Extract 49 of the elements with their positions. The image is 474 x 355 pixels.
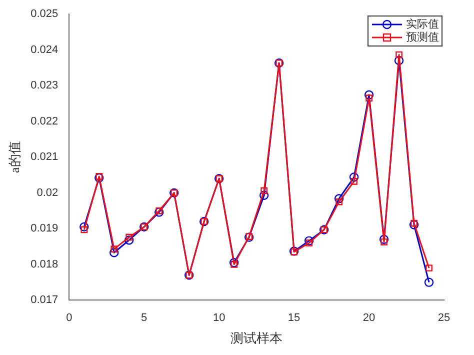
point (424, 278, 434, 287)
point (336, 198, 342, 206)
point (80, 226, 88, 234)
point (96, 172, 103, 180)
point (80, 222, 89, 232)
point (409, 220, 419, 230)
point (396, 51, 402, 58)
point (259, 190, 269, 200)
x-tick-label: 5 (141, 312, 148, 324)
point (124, 236, 134, 245)
y-tick-label: 0.021 (30, 151, 58, 164)
point (229, 258, 239, 268)
point (394, 56, 404, 66)
y-axis-title: a的值 (7, 141, 22, 173)
point (426, 264, 432, 272)
point (304, 236, 314, 246)
y-tick-label: 0.019 (30, 222, 58, 235)
point (349, 172, 359, 182)
point (350, 178, 358, 185)
x-tick-label: 20 (362, 312, 376, 324)
y-tick-label: 0.02 (36, 186, 58, 199)
point (230, 260, 238, 268)
y-tick-label: 0.023 (30, 80, 58, 92)
point (334, 194, 344, 204)
point (110, 248, 119, 258)
y-tick-label: 0.024 (30, 44, 58, 56)
point (260, 187, 268, 194)
point (156, 207, 163, 214)
point (306, 240, 312, 246)
point (410, 220, 418, 227)
legend-label: 实际值 (406, 17, 439, 30)
point (366, 94, 372, 102)
x-tick-label: 0 (66, 312, 72, 324)
y-tick-label: 0.018 (30, 258, 58, 270)
x-tick-label: 10 (212, 312, 226, 324)
point (364, 90, 374, 100)
point (379, 234, 389, 244)
point (380, 238, 388, 246)
y-tick-label: 0.017 (30, 294, 58, 306)
y-tick-label: 0.022 (30, 115, 58, 128)
x-tick-label: 25 (438, 312, 450, 324)
point (94, 173, 104, 182)
x-tick-label: 15 (288, 312, 300, 324)
point (126, 234, 133, 241)
point (110, 246, 118, 252)
legend-label: 预测值 (406, 31, 439, 44)
x-axis-title: 测试样本 (230, 330, 283, 346)
y-tick-label: 0.025 (30, 8, 58, 20)
point (154, 208, 164, 217)
